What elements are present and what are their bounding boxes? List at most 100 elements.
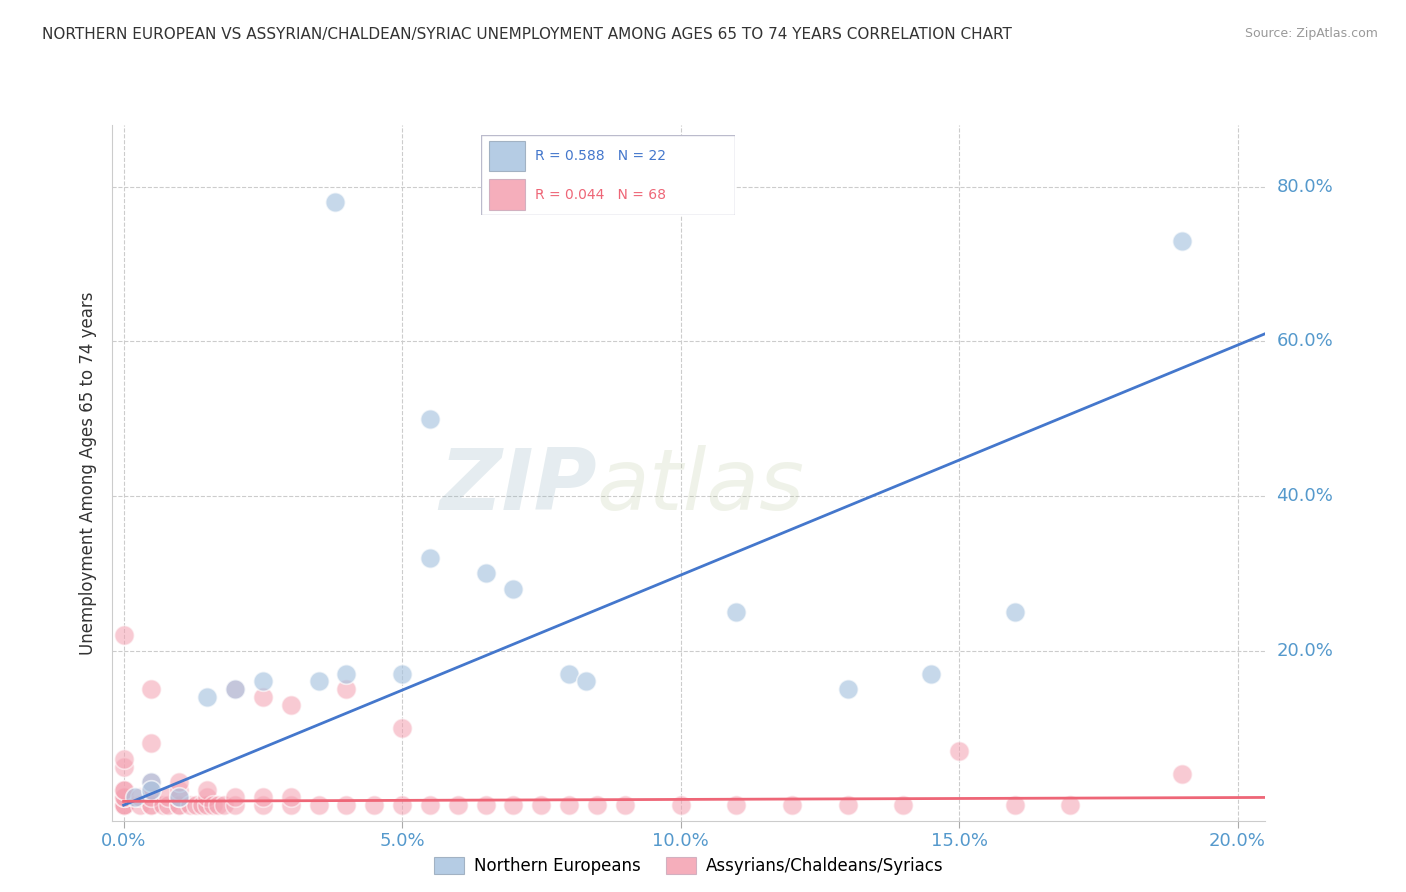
Point — [920, 666, 942, 681]
Point — [169, 790, 191, 805]
Point — [141, 790, 163, 805]
Point — [112, 782, 135, 797]
Point — [169, 798, 191, 813]
Text: 40.0%: 40.0% — [1277, 487, 1333, 505]
Point — [419, 411, 441, 425]
Point — [112, 790, 135, 805]
Point — [558, 666, 581, 681]
Point — [195, 690, 218, 704]
Point — [474, 798, 496, 813]
Point — [502, 798, 524, 813]
Point — [141, 736, 163, 750]
Point — [112, 782, 135, 797]
Point — [112, 798, 135, 813]
Point — [224, 798, 246, 813]
Point — [169, 782, 191, 797]
Point — [391, 721, 413, 735]
Text: ZIP: ZIP — [439, 445, 596, 528]
Text: atlas: atlas — [596, 445, 804, 528]
Point — [725, 605, 748, 619]
Point — [112, 798, 135, 813]
Y-axis label: Unemployment Among Ages 65 to 74 years: Unemployment Among Ages 65 to 74 years — [79, 291, 97, 655]
Point — [335, 666, 357, 681]
Point — [1171, 767, 1194, 781]
Point — [141, 782, 163, 797]
Point — [141, 782, 163, 797]
Point — [280, 798, 302, 813]
Text: NORTHERN EUROPEAN VS ASSYRIAN/CHALDEAN/SYRIAC UNEMPLOYMENT AMONG AGES 65 TO 74 Y: NORTHERN EUROPEAN VS ASSYRIAN/CHALDEAN/S… — [42, 27, 1012, 42]
Point — [141, 775, 163, 789]
Point — [224, 682, 246, 697]
Point — [586, 798, 609, 813]
Point — [1171, 234, 1194, 248]
Text: 60.0%: 60.0% — [1277, 333, 1333, 351]
Point — [530, 798, 553, 813]
Point — [112, 798, 135, 813]
Point — [112, 628, 135, 642]
Point — [195, 782, 218, 797]
Point — [169, 775, 191, 789]
Point — [419, 550, 441, 565]
Point — [129, 790, 152, 805]
Point — [112, 759, 135, 773]
Point — [141, 798, 163, 813]
Point — [1004, 605, 1026, 619]
Point — [169, 790, 191, 805]
Point — [195, 790, 218, 805]
Point — [502, 582, 524, 596]
Point — [152, 798, 174, 813]
Point — [1059, 798, 1081, 813]
Point — [669, 798, 692, 813]
Point — [391, 666, 413, 681]
Legend: Northern Europeans, Assyrians/Chaldeans/Syriacs: Northern Europeans, Assyrians/Chaldeans/… — [427, 850, 950, 882]
Point — [224, 790, 246, 805]
Point — [837, 682, 859, 697]
Text: 80.0%: 80.0% — [1277, 178, 1333, 195]
Point — [280, 698, 302, 712]
Point — [474, 566, 496, 581]
Point — [280, 790, 302, 805]
Point — [112, 790, 135, 805]
Point — [780, 798, 803, 813]
Point — [169, 798, 191, 813]
Point — [725, 798, 748, 813]
Point — [129, 798, 152, 813]
Point — [447, 798, 470, 813]
Point — [207, 798, 229, 813]
Point — [141, 682, 163, 697]
Point — [391, 798, 413, 813]
Point — [212, 798, 235, 813]
Point — [308, 798, 330, 813]
Point — [190, 798, 212, 813]
Point — [575, 674, 598, 689]
Point — [252, 798, 274, 813]
Point — [252, 674, 274, 689]
Point — [837, 798, 859, 813]
Text: Source: ZipAtlas.com: Source: ZipAtlas.com — [1244, 27, 1378, 40]
Point — [157, 790, 180, 805]
Point — [308, 674, 330, 689]
Point — [252, 790, 274, 805]
Point — [124, 790, 146, 805]
Point — [224, 682, 246, 697]
Point — [323, 195, 346, 210]
Point — [335, 682, 357, 697]
Point — [184, 798, 207, 813]
Point — [893, 798, 915, 813]
Point — [179, 798, 201, 813]
Point — [201, 798, 224, 813]
Point — [252, 690, 274, 704]
Point — [613, 798, 636, 813]
Point — [195, 798, 218, 813]
Point — [1004, 798, 1026, 813]
Point — [335, 798, 357, 813]
Point — [419, 798, 441, 813]
Point — [363, 798, 385, 813]
Point — [112, 752, 135, 766]
Point — [141, 798, 163, 813]
Point — [157, 798, 180, 813]
Text: 20.0%: 20.0% — [1277, 641, 1333, 659]
Point — [948, 744, 970, 758]
Point — [141, 775, 163, 789]
Point — [558, 798, 581, 813]
